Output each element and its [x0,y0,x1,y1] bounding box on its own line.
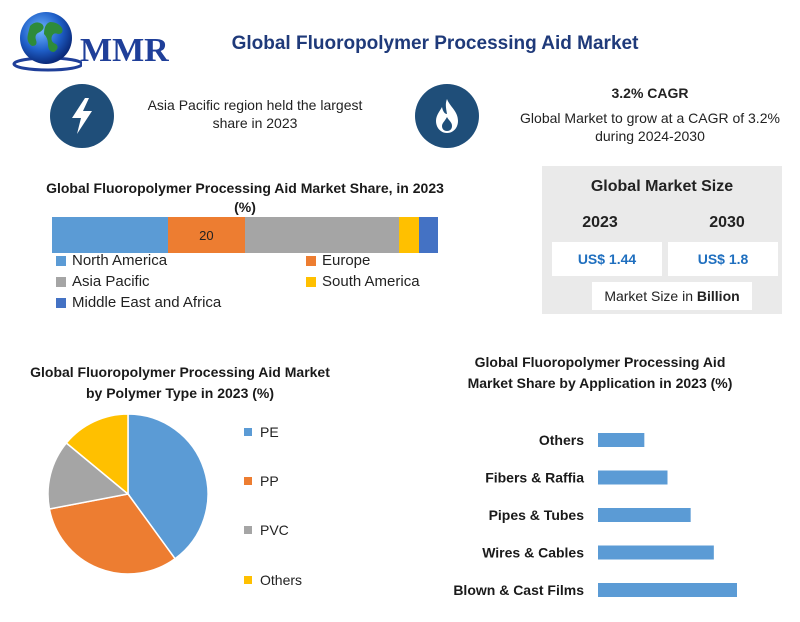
legend-label: PP [260,473,279,489]
legend-swatch [244,428,252,436]
legend-label: North America [72,252,168,269]
share-segment-north-america [52,217,168,253]
bar-blown-cast-films [598,583,737,597]
category-label: Pipes & Tubes [489,507,585,523]
category-label: Others [539,432,584,448]
pie-slice-pp [48,493,177,575]
share-legend-item: Asia Pacific [56,273,150,290]
lightning-icon [50,84,114,148]
legend-label: PE [260,424,279,440]
pie-legend-item: Others [244,572,302,588]
pie-slice-pvc [47,441,130,510]
pie-legend-item: PP [244,473,279,489]
market-size-title: Global Market Size [590,178,734,195]
legend-swatch [306,255,316,266]
page-title: Global Fluoropolymer Processing Aid Mark… [231,33,639,54]
pie-slice-others [65,413,129,496]
legend-swatch [56,255,66,266]
application-chart-title: Global Fluoropolymer Processing Aid Mark… [467,354,733,391]
share-chart-title: Global Fluoropolymer Processing Aid Mark… [46,180,444,215]
unit-prefix: Market Size in [604,288,697,304]
legend-label: Asia Pacific [72,273,150,290]
pie-legend-item: PVC [244,522,289,538]
mmr-logo: MMR [12,10,169,72]
logo-text: MMR [80,32,169,69]
legend-swatch [56,297,66,308]
bar-wires-cables [598,545,714,560]
legend-label: Europe [322,252,371,269]
share-segment-south-america [399,217,419,253]
share-segment-middle-east-and-africa [418,217,438,253]
polymer-pie-chart [47,413,209,575]
pie-legend-item: PE [244,424,279,440]
category-label: Wires & Cables [482,545,584,561]
category-label: Blown & Cast Films [453,582,584,598]
legend-label: Others [260,572,303,588]
bar-fibers-raffia [598,470,668,485]
value-2030: US$ 1.8 [668,242,778,276]
legend-swatch [306,276,316,287]
category-label: Fibers & Raffia [485,470,584,486]
market-size-unit: Market Size in Billion [592,282,752,310]
application-bar-chart: Others Fibers & Raffia Pipes & Tubes Wires … [453,432,737,598]
pie-slice-pe [127,413,209,560]
bar-others [598,433,645,447]
legend-label: Middle East and Africa [72,294,222,311]
cagr-title: 3.2% CAGR [611,85,689,101]
legend-swatch [56,276,66,287]
market-size-panel: Global Market Size 2023 2030 US$ 1.44 US… [542,166,782,314]
pie-chart-title: Global Fluoropolymer Processing Aid Mark… [30,364,330,401]
share-legend-item: South America [306,273,420,290]
share-stacked-bar: 20 [52,217,438,253]
share-legend-item: Europe [306,252,370,269]
globe-icon [12,12,82,72]
legend-swatch [244,526,252,534]
value-2023: US$ 1.44 [552,242,662,276]
bar-pipes-tubes [598,508,691,522]
flame-icon [415,84,479,148]
legend-label: South America [322,273,420,290]
unit-bold: Billion [696,288,740,304]
legend-swatch [244,477,252,485]
year-2030: 2030 [709,214,745,231]
share-legend-item: Middle East and Africa [56,294,221,311]
cagr-text: Global Market to grow at a CAGR of 3.2% … [520,110,780,144]
year-2023: 2023 [582,214,618,231]
share-segment-asia-pacific [244,217,400,253]
legend-label: PVC [260,522,289,538]
region-fact: Asia Pacific region held the largest sha… [147,97,363,131]
share-legend-item: North America [56,252,167,269]
share-segment-europe: 20 [167,217,245,253]
legend-swatch [244,576,252,584]
